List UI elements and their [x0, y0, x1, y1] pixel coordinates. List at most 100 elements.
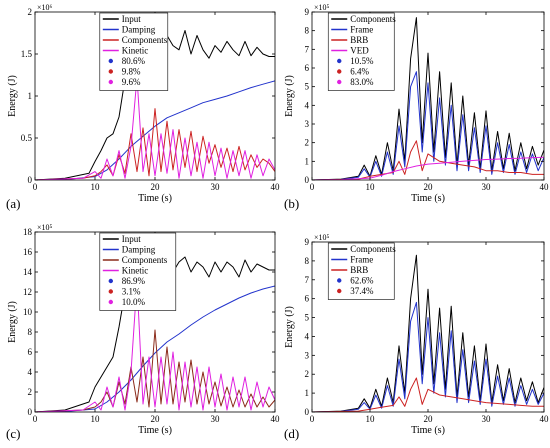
series-line-brb: [312, 377, 544, 412]
y-tick-label: 2: [305, 369, 310, 379]
chart-panel-3: 0 10 20 30 40 0 2 4 6 8 10 12 14 16 18 ×10⁵ Time (s) Ener…: [6, 223, 280, 441]
x-tick-label: 30: [211, 414, 221, 424]
legend-pie-label: 9.8%: [122, 67, 141, 77]
series-line-kinetic: [35, 77, 275, 180]
legend-label: Input: [122, 14, 141, 24]
y-tick-label: 2: [28, 387, 33, 397]
series-line-components: [312, 254, 544, 412]
series-line-components: [35, 329, 275, 412]
x-axis-label: Time (s): [138, 193, 172, 204]
panel-label: (c): [6, 426, 20, 441]
chart-panel-2: 0 10 20 30 40 0 1 2 3 4 5 6 7 8 9 ×10⁵ Time (s) Energy (J…: [284, 3, 549, 211]
x-tick-label: 40: [271, 414, 281, 424]
legend-pie-label: 80.6%: [122, 56, 146, 66]
y-tick-label: 9: [305, 7, 310, 17]
legend-pie-swatch: [108, 289, 114, 294]
y-tick-label: 0: [305, 175, 310, 185]
x-tick-label: 30: [211, 182, 221, 192]
x-tick-label: 0: [310, 414, 315, 424]
legend-pie-label: 10.5%: [350, 56, 374, 66]
y-tick-label: 1: [305, 156, 310, 166]
legend-label: Components: [122, 35, 168, 45]
x-tick-label: 40: [271, 182, 281, 192]
legend-pie-label: 62.6%: [350, 276, 374, 286]
legend-label: Frame: [350, 255, 373, 265]
chart-panel-1: 0 10 20 30 40 0 0.5 1 1.5 2 ×10⁶ Time (s) Energy (J)…: [6, 3, 280, 211]
legend-pie-swatch: [337, 288, 342, 294]
legend-label: Kinetic: [122, 266, 149, 276]
panel-label: (b): [284, 196, 299, 211]
x-tick-label: 20: [151, 182, 161, 192]
x-tick-label: 40: [540, 182, 550, 192]
legend-pie-label: 37.4%: [350, 286, 374, 296]
x-axis-label: Time (s): [411, 193, 445, 204]
panel-label: (a): [6, 196, 20, 211]
series-line-components: [35, 108, 275, 180]
series-line-input: [35, 30, 275, 180]
y-tick-label: 5: [305, 82, 310, 92]
chart-panel-4: 0 10 20 30 40 0 1 2 3 4 5 6 7 8 9 ×10⁵ Time (s) Energy (J…: [284, 233, 549, 441]
legend-pie-label: 83.0%: [350, 77, 374, 87]
legend-pie-swatch: [108, 299, 114, 305]
y-tick-label: 7: [305, 44, 310, 54]
y-exponent-label: ×10⁵: [314, 3, 330, 12]
y-axis-label: Energy (J): [284, 306, 295, 348]
y-tick-label: 4: [305, 331, 310, 341]
legend-pie-label: 9.6%: [122, 77, 141, 87]
legend-pie-swatch: [337, 278, 342, 283]
series-group: [312, 254, 544, 412]
legend-label: Components: [350, 244, 396, 254]
y-tick-label: 0: [28, 407, 33, 417]
legend-pie-swatch: [108, 79, 114, 85]
series-group: [312, 17, 544, 180]
legend-pie-label: 6.4%: [350, 67, 369, 77]
legend-pie-swatch: [337, 58, 342, 64]
y-tick-label: 1: [305, 388, 310, 398]
series-line-frame: [312, 71, 544, 180]
legend-label: Damping: [122, 25, 156, 35]
y-tick-label: 6: [305, 294, 310, 304]
y-tick-label: 0.5: [21, 133, 33, 143]
y-axis-label: Energy (J): [284, 75, 295, 117]
y-axis-label: Energy (J): [7, 301, 18, 343]
x-tick-label: 0: [310, 182, 315, 192]
x-tick-label: 10: [366, 414, 376, 424]
x-tick-label: 40: [540, 414, 550, 424]
legend-label: Kinetic: [122, 46, 149, 56]
legend-label: Damping: [122, 245, 156, 255]
x-axis-label: Time (s): [411, 425, 445, 436]
x-tick-label: 20: [424, 182, 434, 192]
legend-pie-swatch: [108, 58, 114, 64]
y-tick-label: 2: [305, 138, 310, 148]
y-tick-label: 1.5: [21, 49, 33, 59]
y-tick-label: 14: [23, 267, 33, 277]
y-tick-label: 16: [23, 247, 33, 257]
legend: InputDampingComponentsKinetic86.9%3.1%10…: [99, 232, 177, 311]
y-tick-label: 3: [305, 119, 310, 129]
y-tick-label: 18: [23, 227, 33, 237]
legend-label: Components: [122, 255, 168, 265]
y-tick-label: 9: [305, 237, 310, 247]
y-axis-label: Energy (J): [7, 75, 18, 117]
y-exponent-label: ×10⁶: [37, 3, 53, 12]
x-tick-label: 10: [366, 182, 376, 192]
legend-box: [99, 232, 177, 311]
y-tick-label: 8: [28, 327, 33, 337]
y-tick-label: 4: [305, 100, 310, 110]
x-tick-label: 0: [33, 414, 38, 424]
series-line-components: [312, 17, 544, 180]
x-tick-label: 20: [424, 414, 434, 424]
legend-box: [99, 12, 169, 91]
legend: InputDampingComponentsKinetic80.6%9.8%9.…: [99, 12, 169, 91]
legend-label: Frame: [350, 25, 373, 35]
y-tick-label: 0: [305, 407, 310, 417]
y-tick-label: 0: [28, 175, 33, 185]
y-tick-label: 5: [305, 313, 310, 323]
legend-label: BRB: [350, 35, 368, 45]
legend-pie-label: 10.0%: [122, 297, 146, 307]
x-axis-label: Time (s): [138, 425, 172, 436]
y-tick-label: 7: [305, 275, 310, 285]
legend-pie-label: 3.1%: [122, 287, 141, 297]
y-tick-label: 6: [28, 347, 33, 357]
